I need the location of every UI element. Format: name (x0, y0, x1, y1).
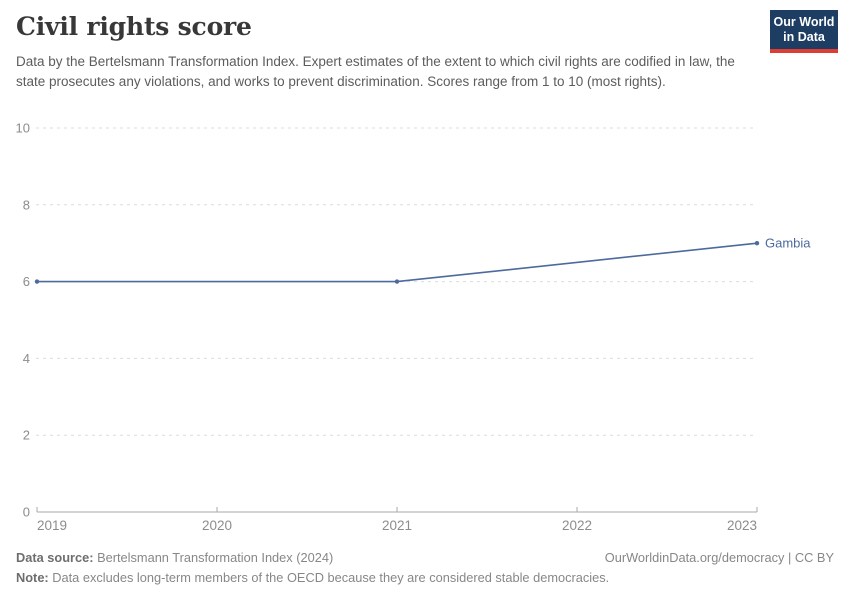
data-source-text: Bertelsmann Transformation Index (2024) (93, 550, 334, 565)
attribution-link[interactable]: OurWorldinData.org/democracy | CC BY (604, 550, 834, 565)
note-label: Note: (16, 570, 49, 585)
owid-logo: Our World in Data (770, 10, 838, 53)
x-axis-tick-label: 2019 (37, 518, 67, 533)
data-point (394, 279, 400, 284)
x-axis-tick-label: 2023 (727, 518, 757, 533)
data-point (34, 279, 40, 284)
y-axis-tick-label: 8 (23, 197, 30, 212)
data-point (754, 241, 760, 246)
y-axis-tick-label: 0 (23, 505, 30, 520)
x-axis-tick-label: 2021 (382, 518, 412, 533)
x-axis-tick-label: 2020 (202, 518, 232, 533)
x-axis-tick-label: 2022 (562, 518, 592, 533)
note-text: Data excludes long-term members of the O… (48, 570, 610, 585)
owid-logo-line1: Our World (773, 15, 835, 29)
data-source: Data source: Bertelsmann Transformation … (16, 548, 333, 568)
chart-note: Note: Data excludes long-term members of… (16, 568, 834, 588)
chart-subtitle: Data by the Bertelsmann Transformation I… (16, 54, 735, 90)
y-axis-tick-label: 10 (16, 121, 30, 136)
owid-logo-line2: in Data (783, 30, 825, 44)
page-title: Civil rights score (16, 12, 252, 41)
series-line (36, 242, 758, 283)
y-axis-tick-label: 4 (23, 351, 30, 366)
y-axis-tick-label: 6 (23, 274, 30, 289)
entity-label: Gambia (765, 236, 811, 251)
chart-footer: Data source: Bertelsmann Transformation … (16, 548, 834, 588)
y-axis-tick-label: 2 (23, 428, 30, 443)
line-chart-canvas[interactable]: 0 2 4 6 8 10 2019 2020 2021 2022 2023 Gambia (0, 115, 850, 545)
data-source-label: Data source: (16, 550, 94, 565)
